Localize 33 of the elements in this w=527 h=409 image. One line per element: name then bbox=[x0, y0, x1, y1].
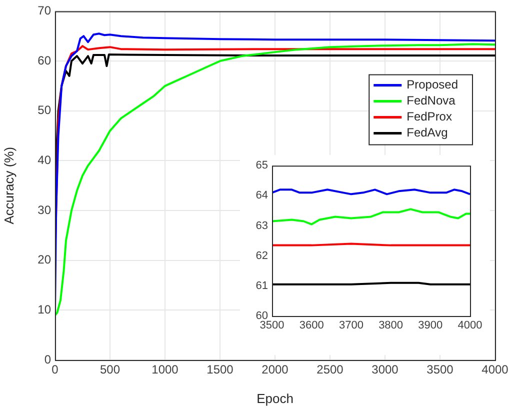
x-tick-label: 2500 bbox=[316, 362, 344, 377]
x-tick-label: 500 bbox=[100, 362, 120, 377]
y-tick-label: 65 bbox=[256, 160, 268, 172]
y-tick-label: 64 bbox=[256, 190, 268, 202]
x-tick-label: 3900 bbox=[418, 320, 443, 332]
x-tick-label: 4000 bbox=[482, 362, 509, 377]
x-tick-label: 4000 bbox=[458, 320, 482, 332]
legend-label: Proposed bbox=[406, 78, 458, 92]
x-tick-label: 3500 bbox=[426, 362, 454, 377]
x-tick-label: 3500 bbox=[260, 320, 284, 332]
x-tick-label: 3600 bbox=[299, 320, 324, 332]
x-tick-label: 1500 bbox=[206, 362, 234, 377]
y-tick-label: 60 bbox=[38, 53, 52, 68]
y-tick-label: 40 bbox=[38, 153, 52, 167]
y-tick-label: 0 bbox=[44, 352, 52, 366]
legend-label: FedAvg bbox=[406, 126, 448, 140]
y-tick-label: 10 bbox=[38, 302, 52, 316]
y-tick-label: 62 bbox=[256, 250, 268, 262]
x-tick-label: 3700 bbox=[338, 320, 364, 332]
y-tick-label: 61 bbox=[256, 280, 268, 292]
x-tick-label: 1000 bbox=[152, 362, 179, 377]
y-tick-label: 70 bbox=[38, 4, 52, 18]
y-tick-label: 63 bbox=[256, 220, 268, 232]
x-axis-title: Epoch bbox=[256, 390, 294, 406]
y-axis-title: Accuracy (%) bbox=[1, 146, 16, 224]
legend-label: FedNova bbox=[406, 94, 456, 108]
x-tick-label: 3800 bbox=[378, 320, 404, 332]
y-tick-label: 30 bbox=[38, 202, 52, 217]
x-tick-label: 3000 bbox=[372, 362, 399, 377]
legend-label: FedProx bbox=[406, 110, 452, 124]
y-tick-label: 20 bbox=[38, 252, 52, 267]
x-tick-label: 2000 bbox=[262, 362, 289, 377]
y-tick-label: 50 bbox=[38, 103, 52, 118]
